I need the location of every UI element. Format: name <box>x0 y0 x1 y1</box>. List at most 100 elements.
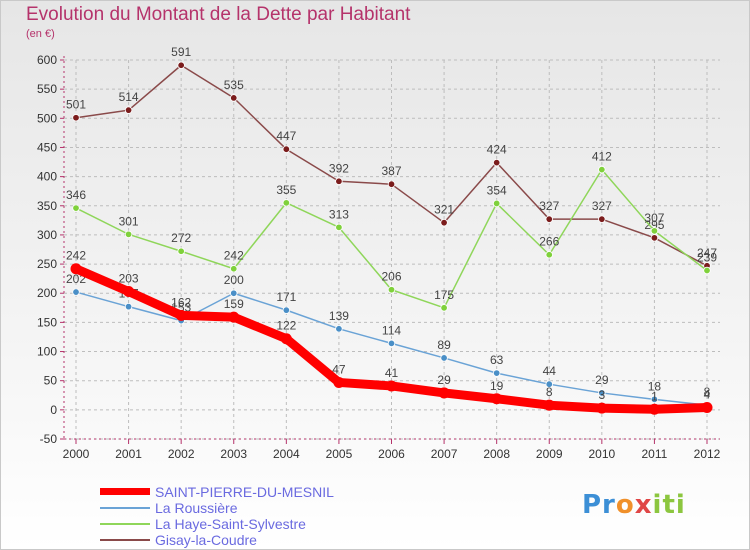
data-label: 18 <box>648 379 662 393</box>
data-label: 272 <box>171 231 191 245</box>
data-label: 355 <box>276 183 296 197</box>
x-tick-label: 2010 <box>588 447 615 461</box>
legend-item-gisay: Gisay-la-Coudre <box>100 532 430 548</box>
data-point <box>491 393 503 405</box>
data-label: 242 <box>224 249 244 263</box>
y-tick-label: 500 <box>37 111 57 125</box>
data-label: 501 <box>66 98 86 112</box>
y-tick-label: 600 <box>37 53 57 67</box>
data-point <box>648 403 660 415</box>
data-point <box>387 339 396 348</box>
chart-title: Evolution du Montant de la Dette par Hab… <box>26 4 411 25</box>
data-point <box>124 302 133 311</box>
data-label: 139 <box>329 309 349 323</box>
data-point <box>335 325 343 333</box>
data-label: 162 <box>171 295 191 309</box>
data-label: 301 <box>119 214 139 228</box>
data-point <box>282 306 291 314</box>
data-label: 266 <box>539 235 559 249</box>
x-tick-label: 2001 <box>115 447 142 461</box>
data-point <box>596 402 608 414</box>
data-point <box>440 354 448 362</box>
data-point <box>124 106 133 114</box>
data-point <box>703 266 711 275</box>
data-label: 3 <box>598 388 605 402</box>
data-label: 63 <box>490 353 504 367</box>
data-point <box>543 399 555 411</box>
data-label: 114 <box>382 323 401 337</box>
data-label: 44 <box>543 364 557 378</box>
y-tick-label: 150 <box>37 315 57 329</box>
data-point <box>545 380 553 388</box>
legend-label: Gisay-la-Coudre <box>155 532 257 548</box>
y-tick-label: -50 <box>40 432 58 446</box>
data-point <box>124 230 133 239</box>
data-point <box>387 180 396 188</box>
data-label: 346 <box>66 188 86 202</box>
legend-label: La Roussière <box>155 500 238 516</box>
data-label: 535 <box>224 78 244 92</box>
data-point <box>438 387 450 399</box>
data-label: 514 <box>119 90 139 104</box>
x-tick-label: 2000 <box>63 447 90 461</box>
data-point <box>177 247 185 255</box>
data-point <box>650 227 659 235</box>
legend-item-la-roussiere: La Roussière <box>100 500 430 516</box>
data-point <box>492 158 501 167</box>
data-label: 19 <box>490 379 504 393</box>
data-label: 175 <box>434 288 454 302</box>
data-point <box>175 309 187 321</box>
data-point <box>598 389 606 397</box>
data-label: 206 <box>381 270 401 284</box>
data-label: 203 <box>119 271 139 285</box>
data-point <box>280 333 292 345</box>
data-label: 327 <box>592 199 612 213</box>
data-label: 29 <box>595 373 609 387</box>
y-tick-label: 0 <box>50 403 57 417</box>
data-label: 47 <box>332 362 346 376</box>
data-point <box>545 251 553 259</box>
legend: SAINT-PIERRE-DU-MESNIL La Roussière La H… <box>100 484 430 548</box>
data-label: 387 <box>381 164 401 178</box>
legend-swatch-gisay <box>100 539 150 541</box>
data-label: 412 <box>592 150 612 164</box>
data-label: 159 <box>224 297 244 311</box>
data-label: 295 <box>644 218 664 232</box>
data-point <box>545 215 553 223</box>
data-point <box>335 177 343 185</box>
data-label: 247 <box>697 246 717 260</box>
data-label: 321 <box>434 203 454 217</box>
legend-item-saint-pierre: SAINT-PIERRE-DU-MESNIL <box>100 484 430 500</box>
data-point <box>282 145 291 153</box>
x-tick-label: 2011 <box>642 447 668 461</box>
y-tick-label: 400 <box>37 170 57 184</box>
data-point <box>230 289 238 297</box>
data-label: 424 <box>487 143 507 157</box>
y-tick-label: 50 <box>44 374 58 388</box>
x-tick-label: 2009 <box>536 447 563 461</box>
data-point <box>282 199 291 207</box>
data-point <box>598 215 606 223</box>
y-tick-label: 100 <box>37 345 57 359</box>
data-point <box>230 94 238 102</box>
x-tick-label: 2006 <box>378 447 405 461</box>
proxiti-logo: Proxiti <box>582 490 686 520</box>
y-tick-label: 350 <box>37 199 57 213</box>
y-tick-label: 450 <box>37 140 57 154</box>
data-label: 313 <box>329 207 349 221</box>
data-point <box>123 285 135 297</box>
data-point <box>72 114 80 122</box>
data-label: 327 <box>539 199 559 213</box>
legend-label: La Haye-Saint-Sylvestre <box>155 516 306 532</box>
x-tick-label: 2007 <box>431 447 458 461</box>
data-point <box>72 204 80 212</box>
data-point <box>492 199 501 208</box>
data-point <box>177 61 185 69</box>
data-label: 354 <box>487 183 507 197</box>
x-tick-label: 2003 <box>220 447 247 461</box>
x-tick-label: 2005 <box>326 447 353 461</box>
legend-label: SAINT-PIERRE-DU-MESNIL <box>155 484 334 500</box>
data-label: 171 <box>276 290 296 304</box>
